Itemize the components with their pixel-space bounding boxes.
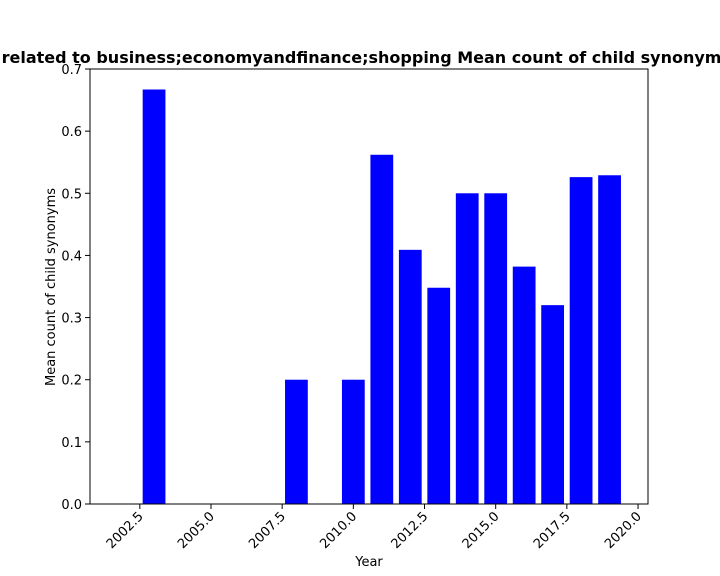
y-tick-label: 0.1 (61, 436, 82, 451)
bar-group (142, 89, 621, 505)
x-tick-label: 2007.5 (246, 509, 289, 552)
x-tick-label: 2002.5 (104, 509, 147, 552)
x-tick-label: 2020.0 (602, 509, 645, 552)
bar-2012 (398, 249, 422, 504)
bar-2008 (285, 379, 308, 504)
x-axis-label: Year (354, 555, 383, 570)
chart-title: Year-wise related to business;economyand… (0, 48, 720, 67)
x-tick-label: 2005.0 (175, 509, 218, 552)
bar-2003 (142, 89, 166, 504)
bar-2018 (569, 177, 593, 504)
y-axis: 0.0 0.1 0.2 0.3 0.4 0.5 0.6 0.7 (61, 63, 90, 513)
plot-frame (89, 68, 649, 505)
bar-2011 (370, 154, 394, 504)
bar-2014 (455, 193, 479, 505)
bar-2015 (484, 193, 508, 505)
y-tick-label: 0.2 (61, 374, 82, 389)
x-tick-label: 2010.0 (317, 509, 360, 552)
y-tick-label: 0.3 (61, 312, 82, 327)
bar-2010 (341, 379, 365, 504)
y-tick-label: 0.7 (61, 63, 82, 78)
bar-2016 (512, 266, 536, 504)
y-tick-label: 0.5 (61, 187, 82, 202)
y-tick-label: 0.6 (61, 125, 82, 140)
y-axis-label: Mean count of child synonyms (44, 188, 59, 386)
y-tick-label: 0.0 (61, 498, 82, 513)
bar-2013 (427, 287, 451, 504)
x-tick-label: 2017.5 (531, 509, 574, 552)
y-tick-label: 0.4 (61, 249, 82, 264)
x-tick-label: 2015.0 (460, 509, 503, 552)
x-axis: 2002.5 2005.0 2007.5 2010.0 2012.5 2015.0 2017… (104, 504, 645, 552)
bar-2017 (541, 305, 565, 504)
x-tick-label: 2012.5 (389, 509, 432, 552)
bar-2019 (598, 175, 621, 504)
